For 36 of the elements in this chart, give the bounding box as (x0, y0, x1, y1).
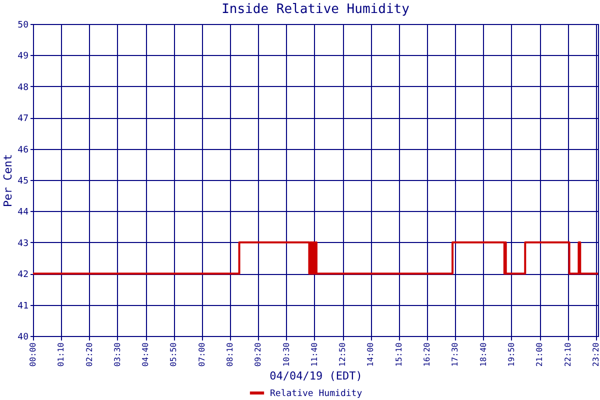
y-tick-label: 45 (18, 176, 28, 186)
x-axis-title: 04/04/19 (EDT) (270, 370, 362, 383)
x-tick-label: 23:20 (591, 342, 600, 367)
y-axis-title: Per Cent (2, 154, 15, 207)
y-tick-label: 43 (18, 238, 28, 249)
x-tick-label: 02:20 (84, 342, 94, 367)
y-tick-label: 50 (18, 20, 28, 30)
x-tick-label: 09:20 (254, 342, 263, 367)
x-tick-label: 11:40 (310, 342, 319, 367)
y-tick-label: 46 (18, 145, 28, 156)
x-tick-label: 15:10 (394, 342, 404, 367)
legend-label: Relative Humidity (270, 389, 363, 399)
x-tick-label: 21:00 (535, 342, 544, 367)
x-tick-label: 01:10 (56, 342, 66, 367)
x-tick-label: 10:30 (282, 342, 291, 367)
x-tick-label: 22:10 (563, 342, 572, 367)
y-tick-label: 40 (18, 332, 28, 342)
x-tick-label: 17:30 (450, 342, 460, 367)
x-tick-label: 12:50 (338, 342, 348, 367)
y-tick-label: 47 (18, 114, 28, 124)
y-tick-label: 49 (18, 52, 28, 62)
x-tick-label: 16:20 (422, 342, 432, 367)
x-tick-label: 14:00 (366, 342, 376, 367)
x-tick-label: 08:10 (226, 342, 235, 367)
x-tick-label: 19:50 (506, 342, 516, 367)
y-tick-label: 44 (18, 208, 28, 218)
x-tick-label: 07:00 (197, 342, 206, 367)
chart-title: Inside Relative Humidity (222, 2, 410, 17)
x-tick-label: 00:00 (28, 342, 38, 367)
x-tick-label: 03:30 (112, 342, 122, 367)
x-tick-label: 18:40 (478, 342, 488, 367)
y-tick-label: 42 (18, 270, 28, 280)
y-tick-label: 41 (18, 301, 28, 312)
x-tick-label: 05:50 (169, 342, 178, 367)
y-tick-label: 48 (18, 82, 28, 93)
x-tick-label: 04:40 (141, 342, 150, 367)
